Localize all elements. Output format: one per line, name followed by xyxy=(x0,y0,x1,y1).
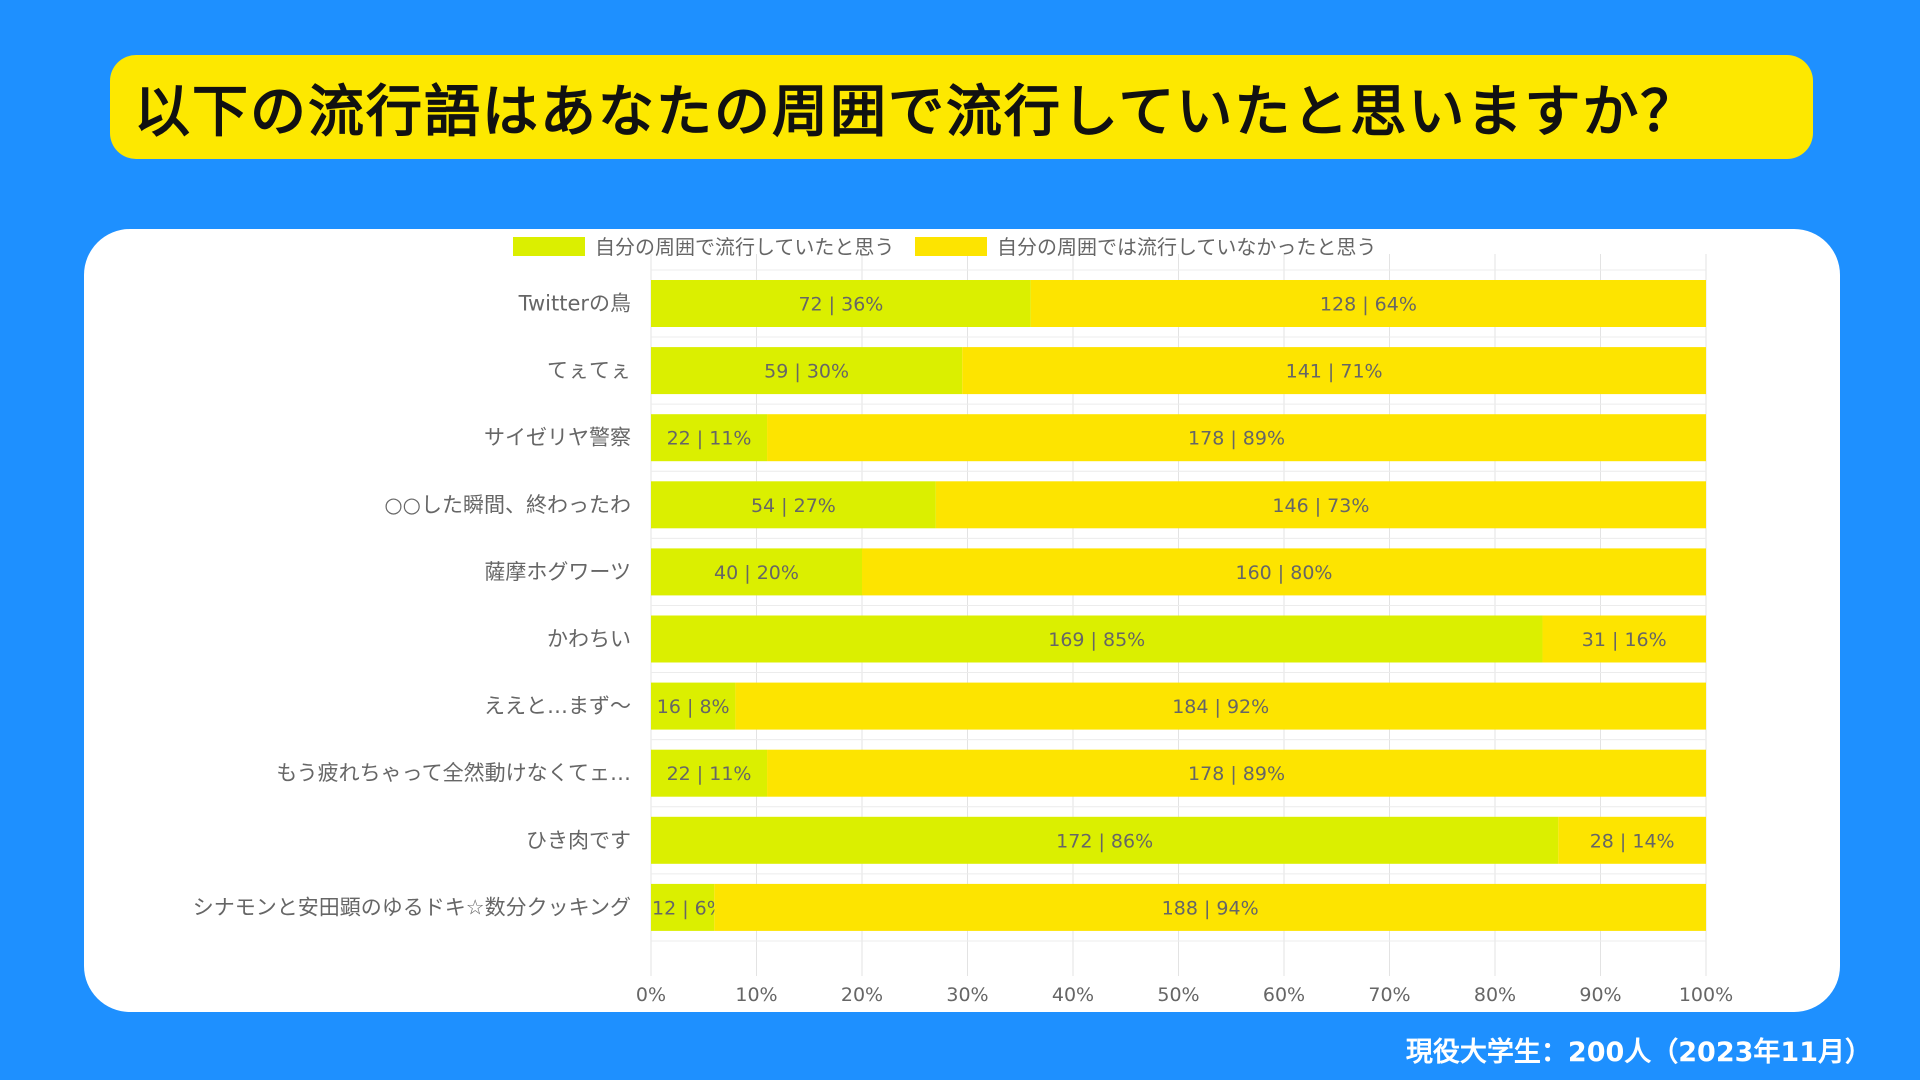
x-tick-label: 50% xyxy=(1157,984,1199,1006)
data-label: 178 | 89% xyxy=(1188,763,1285,785)
data-label: 72 | 36% xyxy=(798,294,883,316)
category-label: かわちい xyxy=(547,627,631,651)
data-label: 146 | 73% xyxy=(1272,495,1369,517)
bar-segment-not-popular xyxy=(1542,615,1706,663)
bar-segment-popular xyxy=(651,883,715,931)
x-tick-label: 80% xyxy=(1474,984,1516,1006)
category-label: サイゼリヤ警察 xyxy=(484,426,631,450)
bar-segment-popular xyxy=(651,548,862,596)
bar-segment-not-popular xyxy=(767,414,1706,462)
category-label: てぇてぇ xyxy=(547,359,631,383)
data-label: 188 | 94% xyxy=(1162,897,1259,919)
data-label: 16 | 8% xyxy=(657,696,730,718)
bar-segment-popular xyxy=(651,615,1543,663)
bar-segment-not-popular xyxy=(935,481,1706,529)
category-label: ○○した瞬間、終わったわ xyxy=(384,493,631,517)
legend-label: 自分の周囲で流行していたと思う xyxy=(595,235,894,259)
x-tick-label: 0% xyxy=(636,984,666,1006)
data-label: 54 | 27% xyxy=(751,495,836,517)
x-tick-label: 10% xyxy=(735,984,777,1006)
data-label: 28 | 14% xyxy=(1590,830,1675,852)
legend-label: 自分の周囲では流行していなかったと思う xyxy=(997,235,1376,259)
bar-segment-not-popular xyxy=(1030,280,1706,327)
x-tick-label: 60% xyxy=(1263,984,1305,1006)
bar-segment-popular xyxy=(651,749,768,797)
title-banner: 以下の流行語はあなたの周囲で流行していたと思いますか？ xyxy=(110,55,1813,159)
data-label: 22 | 11% xyxy=(667,428,752,450)
bar-segment-not-popular xyxy=(862,548,1706,596)
legend-swatch-popular xyxy=(513,237,585,256)
data-label: 31 | 16% xyxy=(1582,629,1667,651)
data-label: 40 | 20% xyxy=(714,562,799,584)
stacked-bar-chart: 0% 10% 20% 30% 40% 50% 60% 70% 80% 90% 100% Twitter… xyxy=(193,235,1733,1006)
bar-segment-not-popular xyxy=(1558,816,1706,864)
bar-segment-popular xyxy=(651,816,1559,864)
data-label: 178 | 89% xyxy=(1188,428,1285,450)
bar-segment-not-popular xyxy=(714,883,1706,931)
data-label: 128 | 64% xyxy=(1320,294,1417,316)
x-tick-label: 70% xyxy=(1368,984,1410,1006)
data-label: 141 | 71% xyxy=(1286,361,1383,383)
category-label: シナモンと安田顕のゆるドキ☆数分クッキング xyxy=(193,895,631,919)
page-title: 以下の流行語はあなたの周囲で流行していたと思いますか？ xyxy=(134,79,1699,145)
data-label: 22 | 11% xyxy=(667,763,752,785)
x-tick-label: 20% xyxy=(841,984,883,1006)
category-label: 薩摩ホグワーツ xyxy=(484,560,631,584)
data-label: 169 | 85% xyxy=(1048,629,1145,651)
data-label: 160 | 80% xyxy=(1236,562,1333,584)
x-tick-label: 90% xyxy=(1579,984,1621,1006)
data-label: 172 | 86% xyxy=(1056,830,1153,852)
x-tick-label: 30% xyxy=(946,984,988,1006)
bar-segment-popular xyxy=(651,347,963,395)
x-tick-label: 40% xyxy=(1052,984,1094,1006)
category-label: Twitterの鳥 xyxy=(518,292,631,316)
legend-swatch-not-popular xyxy=(915,237,987,256)
bar-segment-popular xyxy=(651,682,736,730)
bar-segment-popular xyxy=(651,414,768,462)
category-label: ひき肉です xyxy=(526,828,631,852)
bar-segment-not-popular xyxy=(735,682,1706,730)
bar-segment-popular xyxy=(651,481,936,529)
x-tick-label: 100% xyxy=(1679,984,1733,1006)
footnote: 現役大学生：200人（2023年11月） xyxy=(1405,1037,1872,1068)
bar-segment-not-popular xyxy=(767,749,1706,797)
bar-segment-popular xyxy=(651,280,1031,327)
chart-card: 0% 10% 20% 30% 40% 50% 60% 70% 80% 90% 100% Twitter… xyxy=(84,229,1840,1012)
category-label: もう疲れちゃって全然動けなくてェ… xyxy=(276,761,631,785)
data-label: 59 | 30% xyxy=(764,361,849,383)
category-label: ええと…まず～ xyxy=(484,694,631,718)
bar-segment-not-popular xyxy=(962,347,1706,395)
data-label: 184 | 92% xyxy=(1172,696,1269,718)
data-label: 12 | 6% xyxy=(652,897,725,919)
